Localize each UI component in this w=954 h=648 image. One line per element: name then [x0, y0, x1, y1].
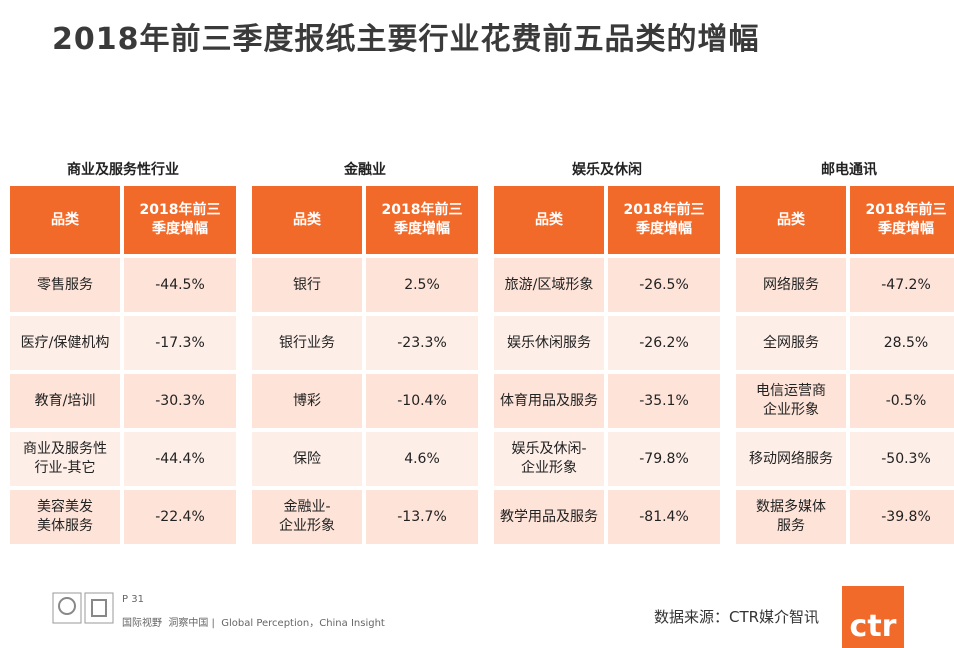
table-row: 零售服务 -44.5%: [10, 258, 236, 312]
table-row: 娱乐休闲服务 -26.2%: [494, 316, 720, 370]
cell: -17.3%: [124, 316, 236, 370]
cell: 2.5%: [366, 258, 478, 312]
cell: 保险: [252, 432, 362, 486]
header-cell: 2018年前三 季度增幅: [366, 186, 478, 254]
cell: -0.5%: [850, 374, 954, 428]
cell: 移动网络服务: [736, 432, 846, 486]
cell: -35.1%: [608, 374, 720, 428]
cell: 银行: [252, 258, 362, 312]
cell: 网络服务: [736, 258, 846, 312]
cell: 旅游/区域形象: [494, 258, 604, 312]
cell: 银行业务: [252, 316, 362, 370]
cell: -39.8%: [850, 490, 954, 544]
table-row: 移动网络服务 -50.3%: [736, 432, 954, 486]
table-body: 零售服务 -44.5% 医疗/保健机构 -17.3% 教育/培训 -30.3% 商业及服务性…: [10, 258, 236, 544]
header-cell: 2018年前三 季度增幅: [608, 186, 720, 254]
cell: 体育用品及服务: [494, 374, 604, 428]
table: 金融业品类 2018年前三 季度增幅 银行 2.5% 银行业务 -23.3% 博彩 -10.4…: [252, 158, 478, 544]
table-heading: 商业及服务性行业: [67, 162, 179, 178]
table-row: 金融业- 企业形象 -13.7%: [252, 490, 478, 544]
header-cell: 品类: [494, 186, 604, 254]
cell: -22.4%: [124, 490, 236, 544]
cell: 医疗/保健机构: [10, 316, 120, 370]
header-cell: 品类: [10, 186, 120, 254]
cell: 娱乐及休闲- 企业形象: [494, 432, 604, 486]
table-row: 保险 4.6%: [252, 432, 478, 486]
cell: 教育/培训: [10, 374, 120, 428]
table-row: 体育用品及服务 -35.1%: [494, 374, 720, 428]
page-number: P 31: [122, 594, 144, 605]
cell: 教学用品及服务: [494, 490, 604, 544]
cell: -50.3%: [850, 432, 954, 486]
cell: 零售服务: [10, 258, 120, 312]
cell: 博彩: [252, 374, 362, 428]
table-row: 娱乐及休闲- 企业形象 -79.8%: [494, 432, 720, 486]
table: 商业及服务性行业 品类 2018年前三 季度增幅 零售服务 -44.5% 医疗/保健机构 -…: [10, 158, 236, 544]
cell: -44.4%: [124, 432, 236, 486]
cell: -79.8%: [608, 432, 720, 486]
cell: -44.5%: [124, 258, 236, 312]
header-cell: 2018年前三 季度增幅: [850, 186, 954, 254]
cell: 美容美发 美体服务: [10, 490, 120, 544]
cell: 电信运营商 企业形象: [736, 374, 846, 428]
table-row: 博彩 -10.4%: [252, 374, 478, 428]
header-row: 品类 2018年前三 季度增幅: [10, 186, 236, 254]
table-body: 银行 2.5% 银行业务 -23.3% 博彩 -10.4% 保险 4.6% 金融业- 企业形象 -…: [252, 258, 478, 544]
table-heading: 邮电通讯: [821, 162, 877, 178]
table: 娱乐及休闲品类 2018年前三 季度增幅 旅游/区域形象 -26.5% 娱乐休闲服务 -2…: [494, 158, 720, 544]
header-row: 品类 2018年前三 季度增幅: [736, 186, 954, 254]
header-cell: 品类: [252, 186, 362, 254]
table-row: 教学用品及服务 -81.4%: [494, 490, 720, 544]
cell: 全网服务: [736, 316, 846, 370]
cell: 商业及服务性 行业-其它: [10, 432, 120, 486]
header-row: 品类 2018年前三 季度增幅: [494, 186, 720, 254]
table-row: 银行 2.5%: [252, 258, 478, 312]
table-row: 教育/培训 -30.3%: [10, 374, 236, 428]
table-row: 医疗/保健机构 -17.3%: [10, 316, 236, 370]
cell: 娱乐休闲服务: [494, 316, 604, 370]
title: 2018年前三季度报纸主要行业花费前五品类的增幅: [52, 22, 760, 57]
header-row: 品类 2018年前三 季度增幅: [252, 186, 478, 254]
table-row: 商业及服务性 行业-其它 -44.4%: [10, 432, 236, 486]
table-row: 网络服务 -47.2%: [736, 258, 954, 312]
source: 数据来源：CTR媒介智讯: [654, 608, 820, 626]
cell: 28.5%: [850, 316, 954, 370]
header-cell: 品类: [736, 186, 846, 254]
cell: -26.2%: [608, 316, 720, 370]
table-row: 电信运营商 企业形象 -0.5%: [736, 374, 954, 428]
cert-icons: [52, 592, 114, 624]
table-body: 网络服务 -47.2% 全网服务 28.5% 电信运营商 企业形象 -0.5% 移动网络服务…: [736, 258, 954, 544]
cell: 数据多媒体 服务: [736, 490, 846, 544]
table: 邮电通讯品类 2018年前三 季度增幅 网络服务 -47.2% 全网服务 28.5% 电信运…: [736, 158, 954, 544]
table-heading: 娱乐及休闲: [572, 162, 642, 178]
cell: 金融业- 企业形象: [252, 490, 362, 544]
cell: -10.4%: [366, 374, 478, 428]
tagline: 国际视野 洞察中国 | Global Perception，China Insi…: [122, 618, 385, 629]
table-row: 银行业务 -23.3%: [252, 316, 478, 370]
cell: -30.3%: [124, 374, 236, 428]
header-cell: 2018年前三 季度增幅: [124, 186, 236, 254]
cell: -81.4%: [608, 490, 720, 544]
table-row: 美容美发 美体服务 -22.4%: [10, 490, 236, 544]
table-row: 旅游/区域形象 -26.5%: [494, 258, 720, 312]
logo: ctr: [842, 586, 904, 648]
cell: 4.6%: [366, 432, 478, 486]
cell: -13.7%: [366, 490, 478, 544]
table-heading: 金融业: [344, 162, 386, 178]
cell: -26.5%: [608, 258, 720, 312]
table-row: 数据多媒体 服务 -39.8%: [736, 490, 954, 544]
table-body: 旅游/区域形象 -26.5% 娱乐休闲服务 -26.2% 体育用品及服务 -35.1% 娱乐…: [494, 258, 720, 544]
cell: -47.2%: [850, 258, 954, 312]
table-row: 全网服务 28.5%: [736, 316, 954, 370]
cell: -23.3%: [366, 316, 478, 370]
